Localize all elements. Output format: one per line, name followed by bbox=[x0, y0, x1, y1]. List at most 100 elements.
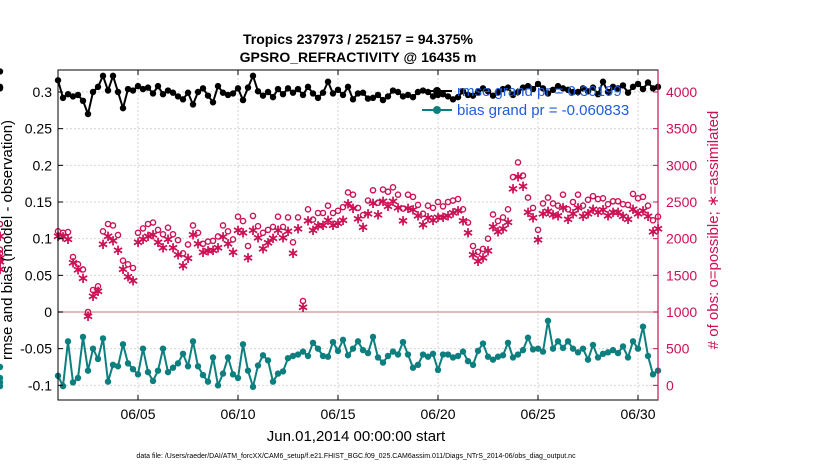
bias-point bbox=[389, 348, 397, 355]
obs-possible-point bbox=[304, 206, 312, 213]
rmse-point bbox=[404, 91, 412, 99]
bias-point bbox=[154, 367, 162, 374]
obs-assimilated-point: ∗ bbox=[0, 260, 6, 278]
obs-possible-point bbox=[259, 229, 267, 237]
rmse-point bbox=[94, 83, 102, 91]
obs-possible-point bbox=[589, 192, 597, 200]
rmse-point bbox=[614, 85, 622, 92]
obs-possible-point bbox=[64, 228, 72, 236]
obs-assimilated-point: ∗ bbox=[402, 199, 415, 217]
bias-point bbox=[274, 370, 282, 377]
obs-possible-point bbox=[319, 209, 327, 217]
chart-title-line2: GPSRO_REFRACTIVITY @ 16435 m bbox=[240, 49, 477, 65]
rmse-point bbox=[264, 88, 272, 96]
obs-assimilated-point: ∗ bbox=[622, 210, 635, 228]
obs-assimilated-point: ∗ bbox=[257, 239, 270, 257]
y-right-tick-label: 2500 bbox=[666, 194, 697, 210]
bias-point bbox=[404, 351, 412, 358]
y-right-tick-label: 3000 bbox=[666, 157, 697, 173]
bias-point bbox=[424, 353, 432, 360]
rmse-point bbox=[354, 90, 362, 97]
obs-assimilated-point: ∗ bbox=[502, 213, 515, 231]
y-axis-right-label: # of obs: o=possible; ∗=assimilated bbox=[705, 111, 722, 350]
obs-assimilated-point: ∗ bbox=[212, 239, 225, 257]
obs-assimilated-point: ∗ bbox=[347, 199, 360, 217]
bias-point bbox=[264, 357, 272, 364]
bias-point bbox=[184, 363, 192, 370]
obs-possible-point bbox=[134, 229, 142, 237]
obs-assimilated-point: ∗ bbox=[452, 201, 465, 219]
obs-assimilated-point: ∗ bbox=[127, 272, 140, 290]
obs-possible-point bbox=[464, 219, 472, 226]
rmse-point bbox=[344, 83, 352, 91]
rmse-point bbox=[609, 83, 617, 91]
obs-possible-point bbox=[509, 173, 517, 181]
obs-assimilated-point: ∗ bbox=[247, 221, 260, 239]
obs-assimilated-point: ∗ bbox=[317, 216, 330, 234]
bias-point bbox=[629, 338, 637, 345]
obs-assimilated-point: ∗ bbox=[387, 192, 400, 210]
obs-assimilated-point: ∗ bbox=[242, 248, 255, 266]
bias-point bbox=[479, 340, 487, 347]
obs-possible-point bbox=[269, 223, 277, 231]
obs-assimilated-point: ∗ bbox=[392, 198, 405, 216]
obs-possible-point bbox=[494, 217, 502, 225]
bias-point bbox=[94, 355, 102, 363]
obs-possible-point bbox=[0, 250, 4, 257]
obs-assimilated-point: ∗ bbox=[612, 203, 625, 221]
obs-assimilated-point: ∗ bbox=[227, 243, 240, 261]
rmse-point bbox=[369, 94, 377, 102]
bias-point bbox=[284, 355, 292, 362]
obs-possible-point bbox=[454, 195, 462, 203]
obs-assimilated-point: ∗ bbox=[352, 209, 365, 227]
rmse-point bbox=[99, 72, 107, 80]
rmse-point bbox=[124, 85, 132, 93]
rmse-point bbox=[254, 88, 262, 95]
obs-possible-point bbox=[514, 159, 522, 166]
obs-possible-point bbox=[649, 217, 657, 224]
obs-possible-point bbox=[519, 172, 527, 179]
obs-possible-point bbox=[374, 199, 382, 207]
rmse-point bbox=[564, 86, 572, 94]
obs-assimilated-point: ∗ bbox=[292, 220, 305, 238]
obs-possible-point bbox=[399, 205, 407, 212]
bias-point bbox=[484, 353, 492, 360]
y-axis-left-label: rmse and bias (model - observation) bbox=[0, 120, 16, 360]
obs-assimilated-point: ∗ bbox=[567, 204, 580, 222]
obs-possible-point bbox=[254, 222, 262, 230]
obs-possible-point bbox=[244, 242, 252, 250]
bias-point bbox=[394, 351, 402, 358]
bias-point bbox=[249, 383, 257, 390]
obs-assimilated-point: ∗ bbox=[177, 256, 190, 274]
rmse-point bbox=[209, 99, 217, 106]
obs-possible-point bbox=[89, 286, 97, 294]
bias-point bbox=[589, 341, 597, 349]
obs-assimilated-point: ∗ bbox=[602, 206, 615, 224]
bias-point bbox=[359, 346, 367, 354]
bias-point bbox=[149, 377, 157, 385]
obs-assimilated-point: ∗ bbox=[162, 230, 175, 248]
obs-possible-point bbox=[554, 202, 562, 209]
rmse-point bbox=[189, 101, 197, 108]
obs-possible-point bbox=[69, 253, 77, 261]
obs-possible-point bbox=[459, 206, 467, 213]
rmse-point bbox=[494, 88, 502, 96]
rmse-point bbox=[339, 91, 347, 99]
obs-assimilated-point: ∗ bbox=[277, 228, 290, 246]
obs-possible-point bbox=[159, 230, 167, 238]
y-left-tick-label: 0.05 bbox=[25, 267, 52, 283]
obs-assimilated-point: ∗ bbox=[362, 204, 375, 222]
obs-assimilated-point: ∗ bbox=[382, 197, 395, 215]
rmse-point bbox=[244, 84, 252, 91]
bias-point bbox=[74, 374, 82, 382]
obs-assimilated-point: ∗ bbox=[422, 209, 435, 227]
bias-point bbox=[234, 374, 242, 382]
obs-possible-point bbox=[249, 212, 257, 220]
obs-possible-point bbox=[524, 194, 532, 201]
x-axis-label: Jun.01,2014 00:00:00 start bbox=[267, 428, 446, 445]
bias-point bbox=[219, 370, 227, 377]
obs-assimilated-point: ∗ bbox=[527, 209, 540, 227]
rmse-point bbox=[284, 85, 292, 92]
obs-assimilated-point: ∗ bbox=[332, 214, 345, 232]
bias-point bbox=[339, 336, 347, 344]
